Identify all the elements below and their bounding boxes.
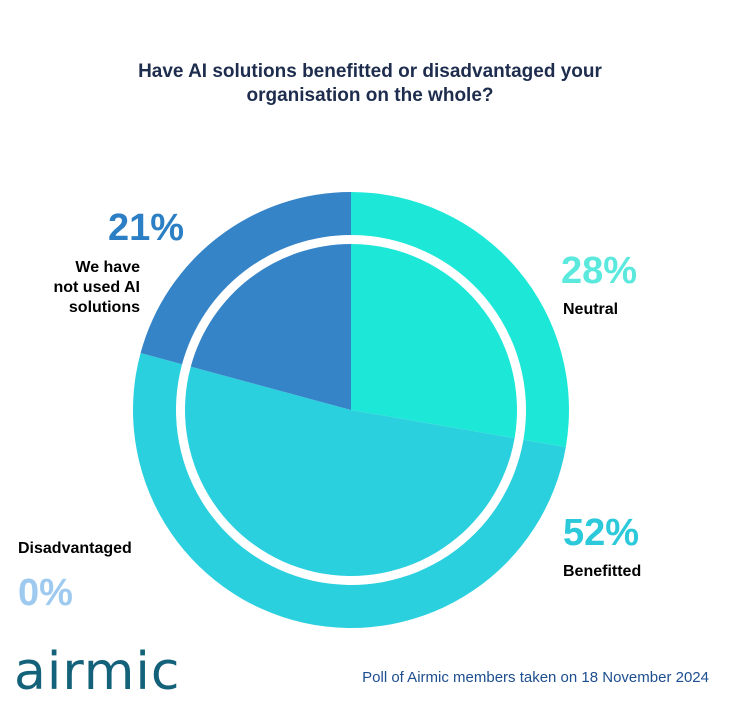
slice-value-label-disadvantaged: 0% [18, 572, 73, 614]
ring-segment-benefitted [132, 353, 566, 629]
footer-note: Poll of Airmic members taken on 18 Novem… [362, 669, 709, 686]
not-used-label-line-1: We have [75, 259, 140, 276]
not-used-label-line-3: solutions [68, 299, 140, 316]
chart-title-line-1: Have AI solutions benefitted or disadvan… [138, 61, 602, 82]
pie-slice-we-have-not-used-ai-solutions [190, 244, 351, 410]
slice-name-label-benefitted: Benefitted [563, 563, 642, 580]
slice-name-label-neutral: Neutral [563, 301, 619, 318]
slice-name-label-disadvantaged: Disadvantaged [18, 540, 132, 557]
chart-title: Have AI solutions benefitted or disadvan… [40, 60, 700, 108]
slice-name-label-not-used: We have not used AI solutions [40, 258, 140, 318]
airmic-logo: airmic [14, 642, 181, 702]
ring-segment-we-have-not-used-ai-solutions [140, 192, 351, 365]
not-used-label-line-2: not used AI [53, 279, 140, 296]
ring-segment-neutral [351, 192, 569, 448]
slice-value-label-benefitted: 52% [563, 512, 640, 554]
outer-ring [132, 192, 569, 629]
slice-value-label-not-used: 21% [108, 207, 185, 249]
chart-title-line-2: organisation on the whole? [246, 85, 494, 106]
pie-slice-neutral [351, 244, 517, 439]
slice-value-label-neutral: 28% [561, 250, 638, 292]
pie-slice-benefitted [184, 366, 515, 577]
inner-pie [184, 244, 517, 577]
